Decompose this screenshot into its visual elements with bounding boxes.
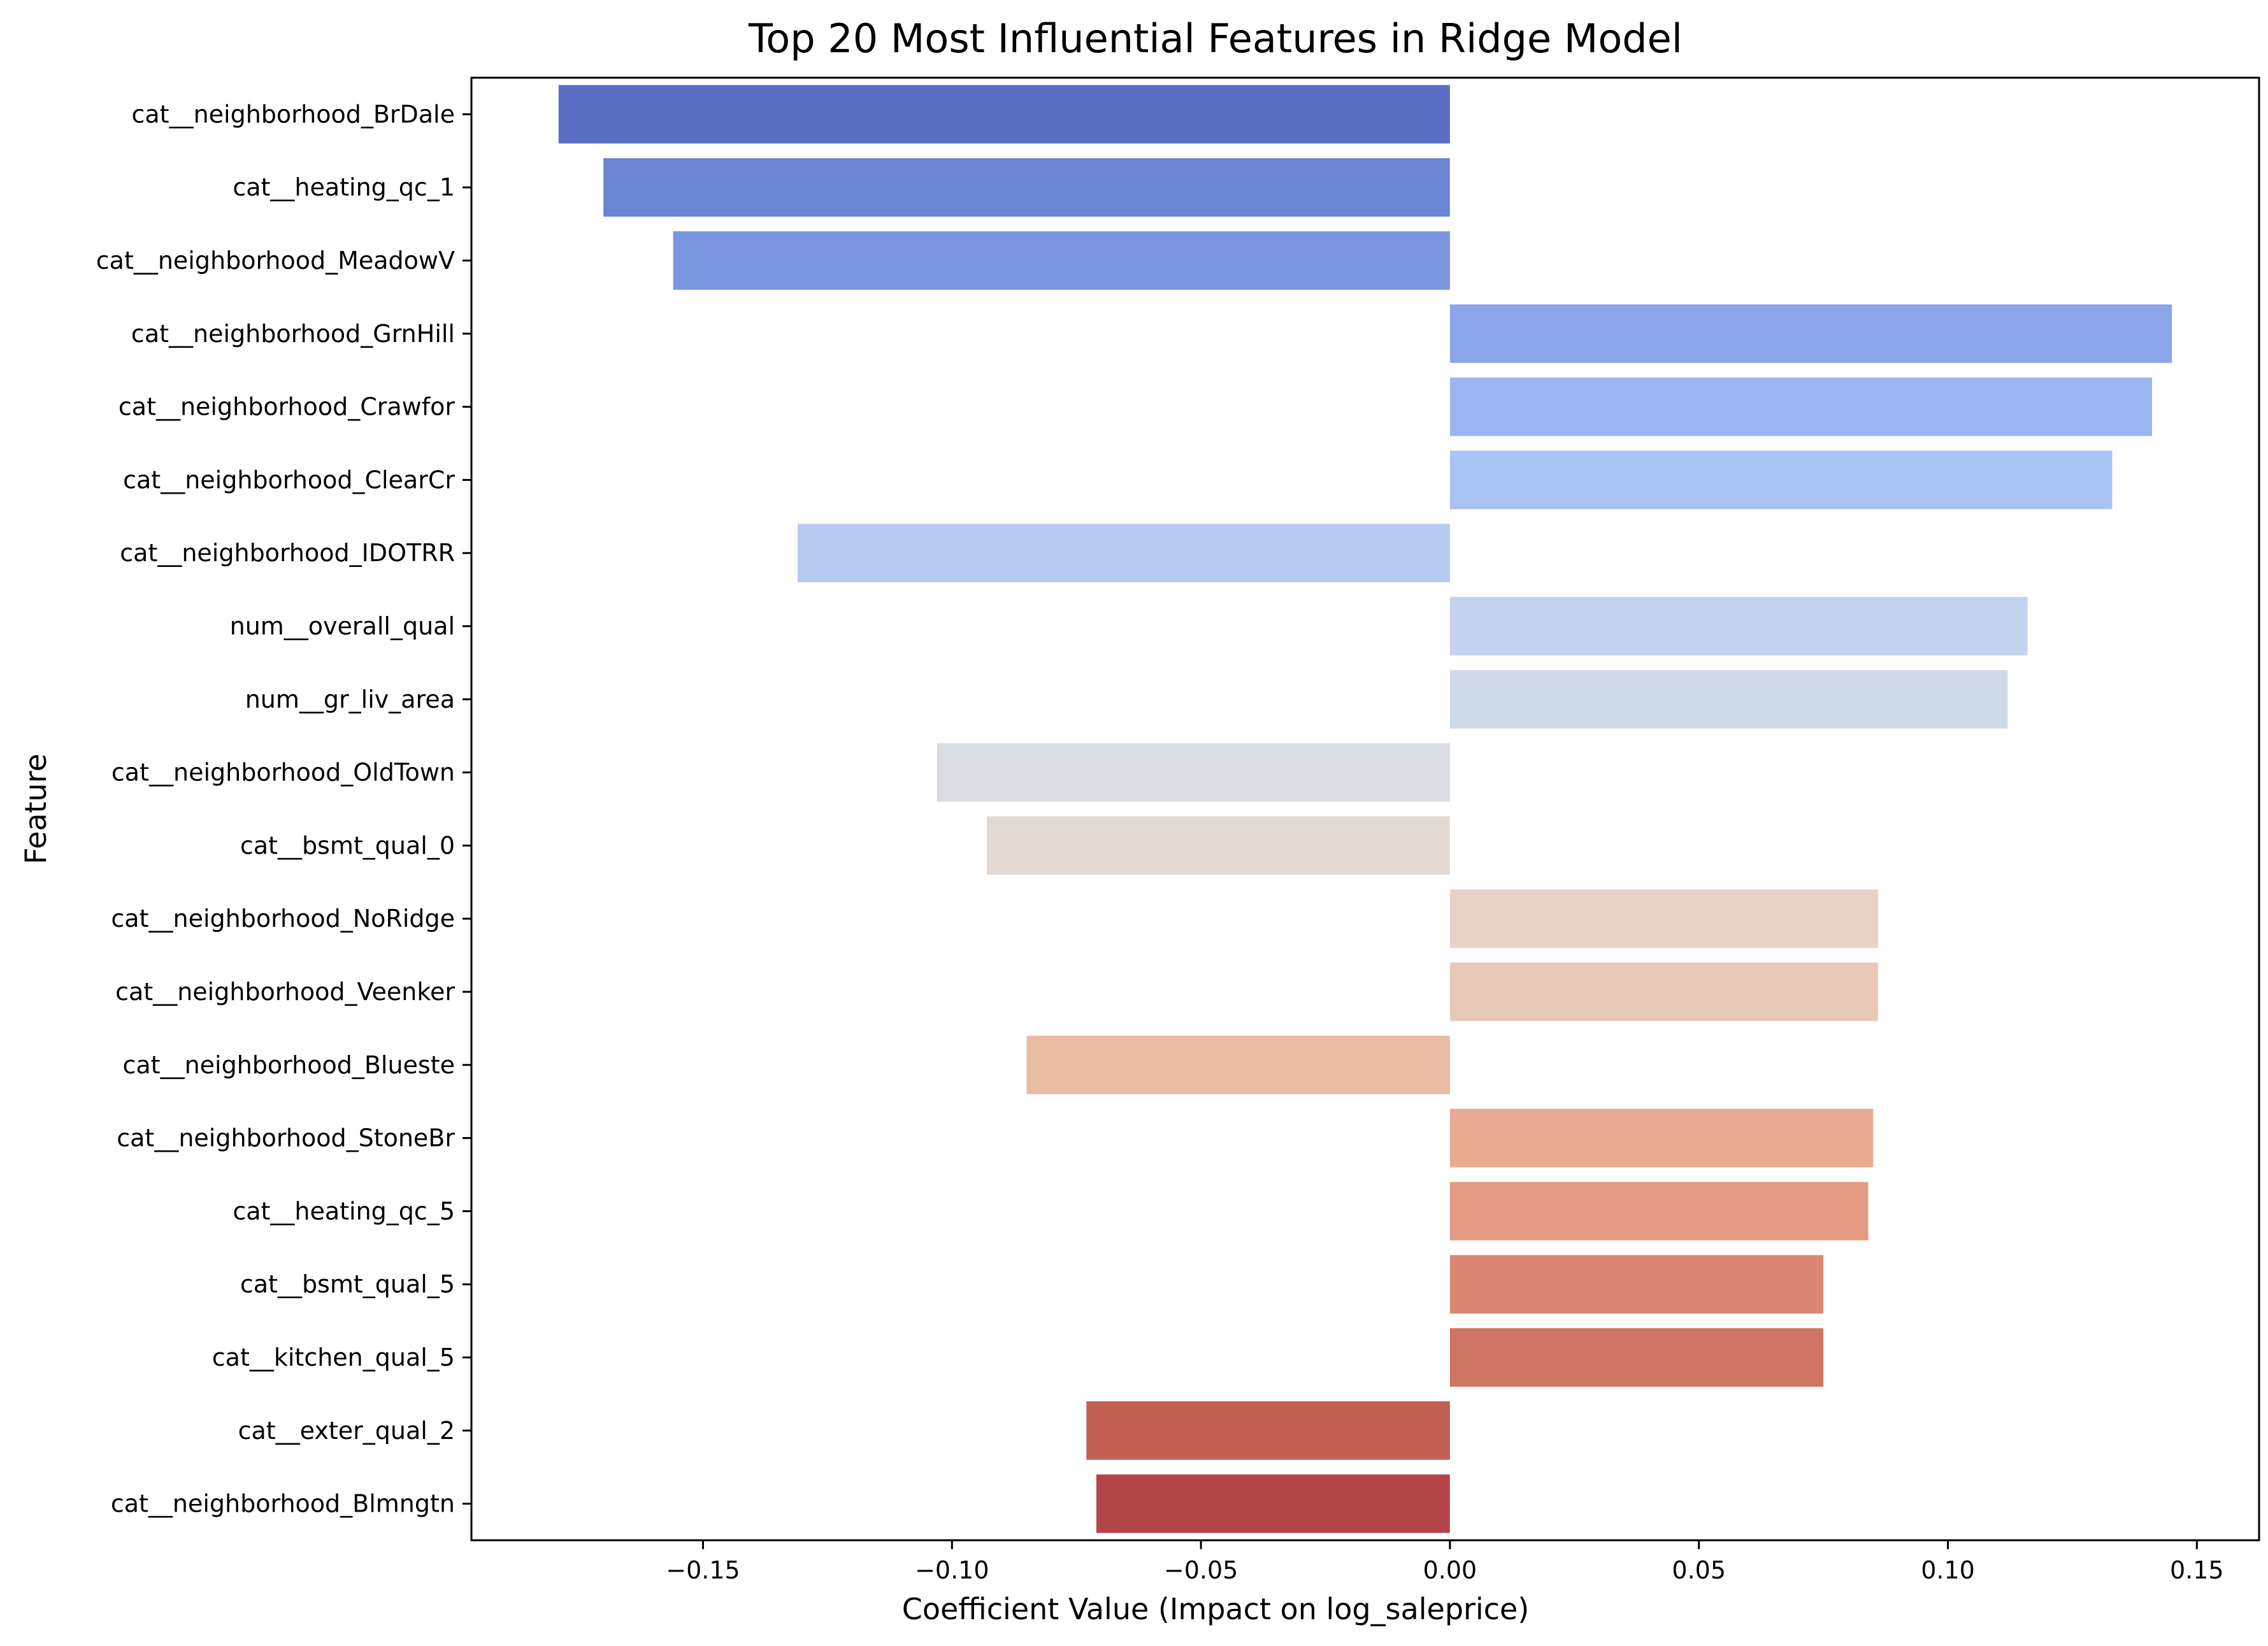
bars-group (558, 85, 2172, 1533)
y-tick-label: cat__heating_qc_1 (233, 173, 455, 201)
y-tick-label: cat__neighborhood_NoRidge (111, 905, 455, 933)
y-tick-label: cat__neighborhood_BrDale (131, 100, 455, 128)
bar (1449, 1255, 1824, 1314)
bar (1449, 1182, 1869, 1241)
x-tick-label: −0.10 (915, 1556, 989, 1584)
y-tick-label: cat__kitchen_qual_5 (212, 1343, 455, 1371)
x-axis-label: Coefficient Value (Impact on log_salepri… (902, 1592, 1530, 1626)
bar (558, 85, 1450, 144)
bar (1086, 1401, 1450, 1460)
y-axis-ticks: cat__neighborhood_BrDale cat__heating_qc_… (96, 100, 471, 1518)
y-tick-label: cat__neighborhood_Blueste (123, 1051, 456, 1079)
bar (1449, 669, 2008, 729)
plot-frame (470, 76, 2260, 1542)
bar (1449, 963, 1879, 1021)
y-tick-label: cat__neighborhood_OldTown (111, 759, 455, 787)
y-tick-label: cat__exter_qual_2 (238, 1417, 455, 1445)
y-tick-label: cat__neighborhood_Blmngtn (111, 1490, 455, 1518)
x-tick-label: 0.00 (1423, 1556, 1477, 1584)
y-axis-label: Feature (18, 754, 53, 864)
bar (1449, 377, 2152, 436)
chart-title: Top 20 Most Influential Features in Ridg… (748, 15, 1683, 62)
y-tick-label: num__gr_liv_area (245, 685, 455, 713)
y-tick-label: cat__neighborhood_Crawfor (118, 393, 455, 421)
y-tick-label: cat__neighborhood_ClearCr (123, 466, 455, 494)
y-tick-label: cat__neighborhood_Veenker (115, 978, 455, 1006)
y-tick-label: cat__bsmt_qual_5 (240, 1270, 455, 1298)
x-tick-label: 0.15 (2170, 1556, 2224, 1584)
y-tick-label: cat__neighborhood_StoneBr (117, 1124, 455, 1152)
bar (1096, 1474, 1450, 1533)
y-tick-label: cat__heating_qc_5 (233, 1197, 455, 1225)
bar (937, 743, 1450, 802)
bar (1449, 450, 2113, 510)
bar (1026, 1035, 1450, 1094)
x-axis-ticks: −0.15 −0.10 −0.05 0.00 0.05 0.10 0.15 (666, 1540, 2224, 1584)
bar (603, 158, 1450, 217)
y-tick-label: cat__neighborhood_GrnHill (131, 320, 455, 348)
bar (673, 231, 1450, 290)
x-tick-label: 0.10 (1921, 1556, 1975, 1584)
y-tick-label: cat__neighborhood_IDOTRR (120, 539, 455, 567)
y-tick-label: cat__neighborhood_MeadowV (96, 247, 455, 275)
x-tick-label: 0.05 (1672, 1556, 1726, 1584)
bar (798, 524, 1450, 583)
x-tick-label: −0.15 (666, 1556, 740, 1584)
bar (1449, 1328, 1824, 1387)
x-tick-label: −0.05 (1164, 1556, 1238, 1584)
y-tick-label: num__overall_qual (230, 612, 455, 640)
bar (1449, 1108, 1874, 1168)
bar (1449, 304, 2172, 363)
bar (1449, 889, 1879, 948)
bar (987, 816, 1450, 875)
y-tick-label: cat__bsmt_qual_0 (240, 831, 455, 859)
bar (1449, 597, 2028, 655)
